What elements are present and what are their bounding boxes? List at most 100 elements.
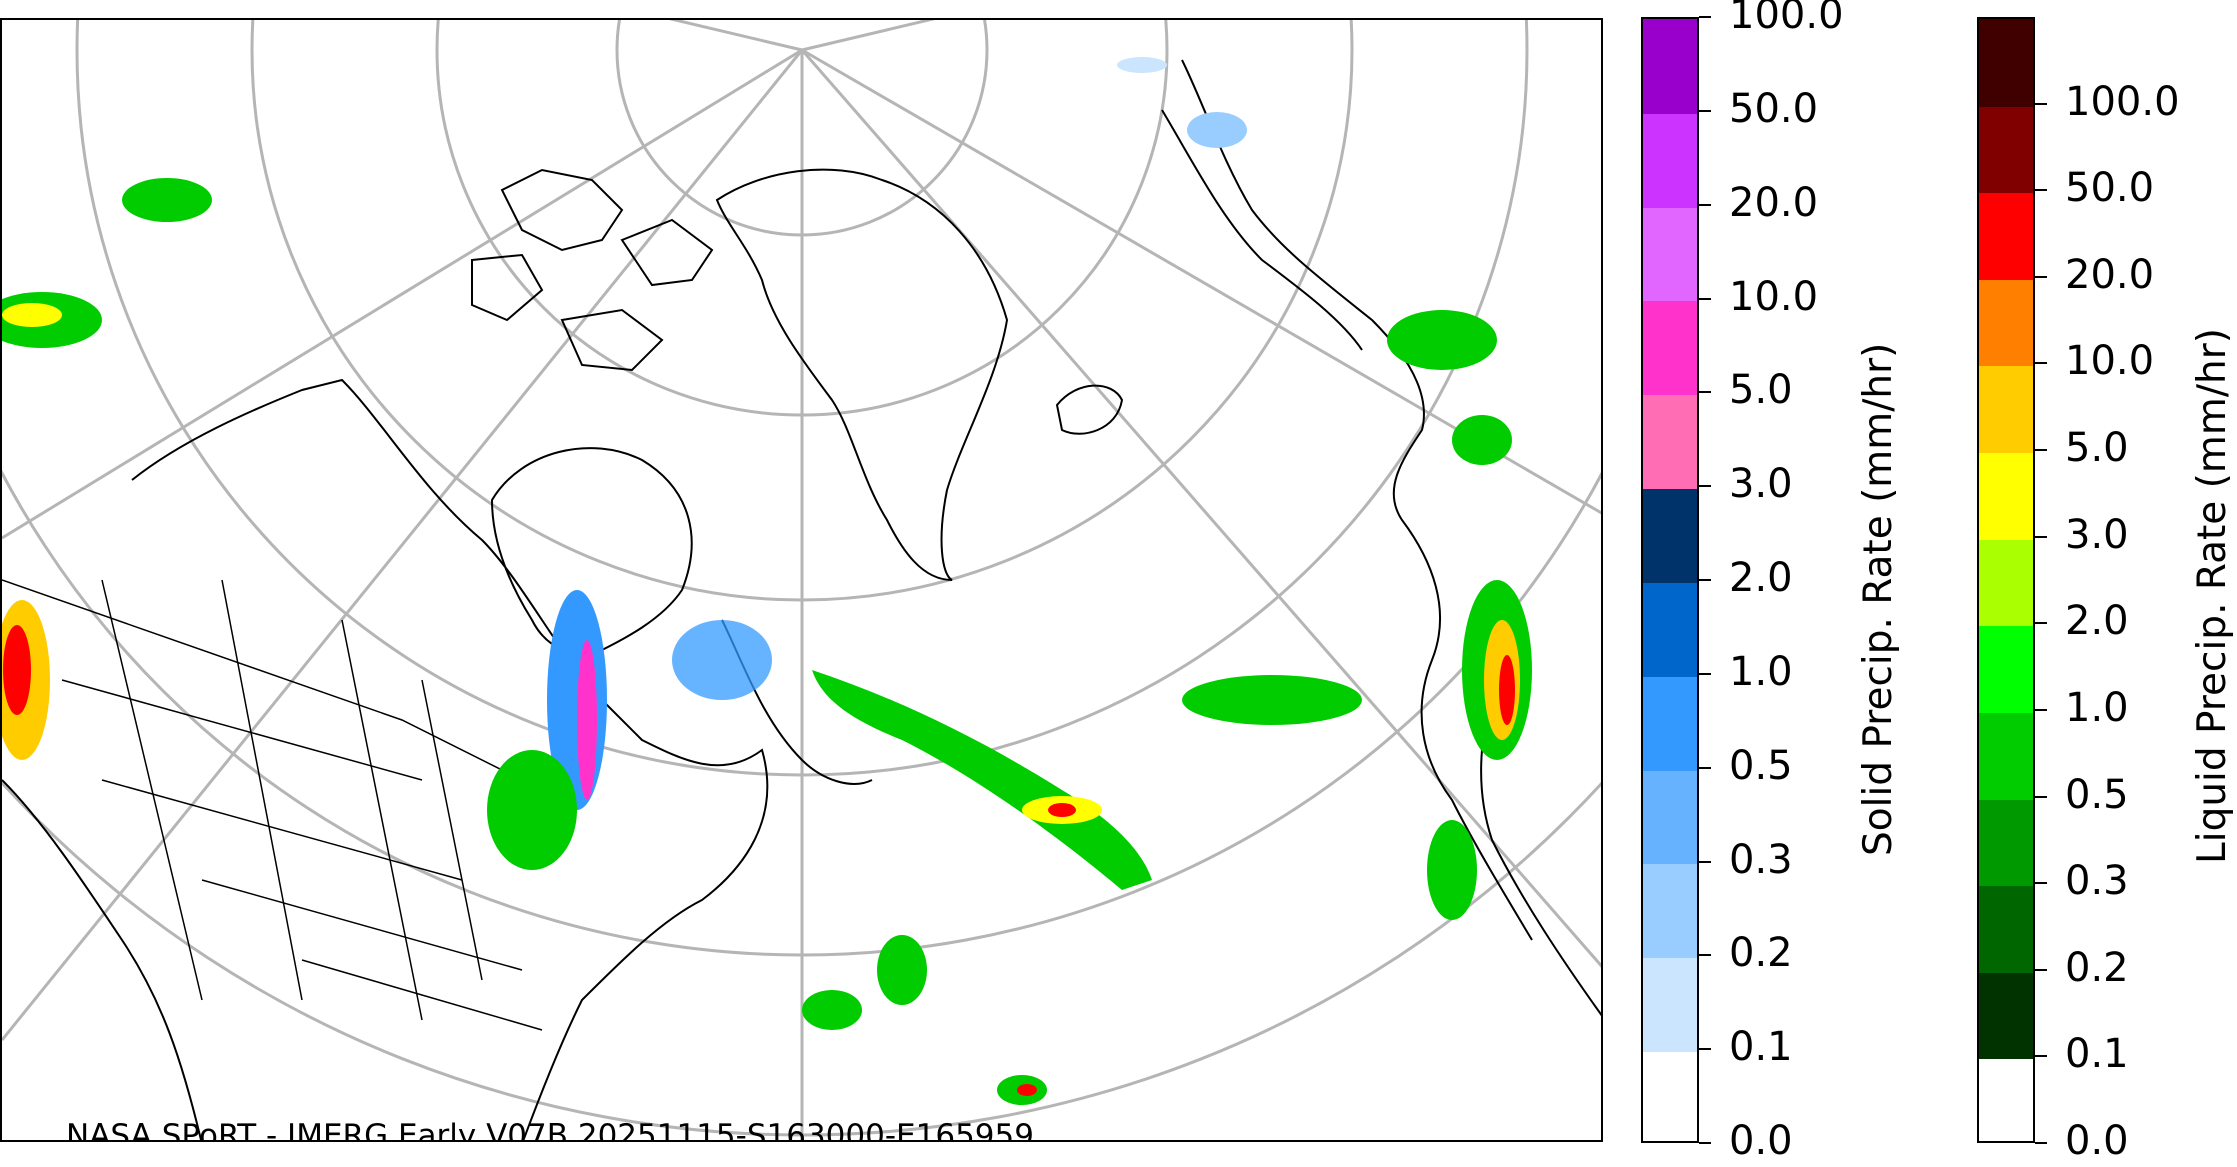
- colorbar-tick-label: 0.3: [2065, 858, 2129, 905]
- colorbar-tick: [1699, 203, 1711, 206]
- meridian-line: [800, 49, 1601, 968]
- colorbar-tick-label: 100.0: [2065, 78, 2180, 125]
- colorbar-tick: [1699, 672, 1711, 675]
- colorbar-segment: [1979, 19, 2033, 107]
- solid-precip-area: [1117, 57, 1167, 73]
- greenland-coast: [715, 168, 1009, 581]
- colorbar-tick: [2035, 622, 2047, 625]
- colorbar-tick: [2035, 189, 2047, 192]
- solid-precip-colorbar: [1641, 17, 1699, 1143]
- colorbar-segment: [1979, 711, 2033, 800]
- colorbar-tick: [2035, 795, 2047, 798]
- colorbar-segment: [1979, 365, 2033, 454]
- colorbar-segment: [1979, 278, 2033, 367]
- iceland-coast: [1055, 384, 1124, 435]
- liquid-precip-area: [1499, 655, 1515, 725]
- colorbar-segment: [1643, 957, 1697, 1053]
- colorbar-tick-label: 20.0: [2065, 251, 2155, 298]
- colorbar-tick: [1699, 109, 1711, 112]
- map-credit: NASA SPoRT - IMERG Early V07B 20251115-S…: [66, 1118, 1034, 1142]
- colorbar-segment: [1979, 971, 2033, 1060]
- colorbar-tick-label: 3.0: [1729, 461, 1793, 508]
- liquid-precip-colorbar: [1977, 17, 2035, 1143]
- meridian-line: [668, 20, 803, 52]
- liquid-precip-area: [877, 935, 927, 1005]
- colorbar-tick: [2035, 882, 2047, 885]
- colorbar-tick-label: 1.0: [1729, 648, 1793, 695]
- north-america-coast: [2, 378, 769, 1140]
- colorbar-tick: [2035, 535, 2047, 538]
- colorbar-segment: [1979, 1058, 2033, 1141]
- colorbar-segment: [1643, 112, 1697, 208]
- liquid-precip-area: [1387, 310, 1497, 370]
- liquid-precip-area: [802, 990, 862, 1030]
- colorbar-segment: [1643, 863, 1697, 959]
- colorbar-tick: [1699, 1048, 1711, 1051]
- colorbar-tick: [1699, 860, 1711, 863]
- coastlines: [2, 59, 1601, 1140]
- colorbar-tick-label: 50.0: [2065, 165, 2155, 212]
- solid-precip-area: [577, 640, 597, 800]
- colorbar-tick: [1699, 1142, 1711, 1144]
- colorbar-segment: [1979, 885, 2033, 973]
- colorbar-tick: [2035, 102, 2047, 105]
- colorbar-tick: [1699, 766, 1711, 769]
- scandinavia-coast: [1161, 109, 1363, 351]
- colorbar-tick-label: 0.2: [2065, 944, 2129, 991]
- solid-precip-area: [1187, 112, 1247, 148]
- colorbar-segment: [1643, 1051, 1697, 1141]
- colorbar-tick: [1699, 954, 1711, 957]
- colorbar-segment: [1979, 452, 2033, 540]
- colorbar-segment: [1979, 105, 2033, 194]
- precip-features: [2, 57, 1532, 1105]
- colorbar-tick-label: 10.0: [1729, 273, 1819, 320]
- colorbar-segment: [1643, 769, 1697, 865]
- colorbar-tick-label: 0.5: [2065, 771, 2129, 818]
- colorbar-tick: [2035, 275, 2047, 278]
- colorbar-tick-label: 0.2: [1729, 930, 1793, 977]
- colorbar-tick-label: 2.0: [1729, 555, 1793, 601]
- colorbar-tick-label: 0.0: [1729, 1118, 1793, 1164]
- colorbar-tick: [1699, 16, 1711, 18]
- colorbar-segment: [1643, 206, 1697, 302]
- arctic-archipelago: [471, 168, 714, 372]
- colorbar-tick-label: 0.1: [1729, 1024, 1793, 1071]
- colorbar-segment: [1979, 192, 2033, 280]
- colorbar-tick-label: 0.1: [2065, 1031, 2129, 1078]
- colorbar-tick: [2035, 449, 2047, 452]
- colorbar-segment: [1979, 625, 2033, 713]
- colorbar-tick-label: 1.0: [2065, 684, 2129, 731]
- colorbar-segment: [1643, 19, 1697, 114]
- colorbar-tick: [2035, 362, 2047, 365]
- colorbar-tick-label: 100.0: [1729, 0, 1844, 38]
- liquid-precip-area: [2, 303, 62, 327]
- colorbar-segment: [1643, 488, 1697, 583]
- colorbar-tick-label: 0.5: [1729, 742, 1793, 789]
- graticule: [2, 20, 1601, 1140]
- meridian-line: [801, 20, 936, 52]
- colorbar-tick-label: 5.0: [2065, 425, 2129, 472]
- colorbar-tick: [1699, 579, 1711, 581]
- liquid-colorbar-title: Liquid Precip. Rate (mm/hr): [2190, 328, 2235, 864]
- colorbar-tick: [2035, 1055, 2047, 1058]
- liquid-precip-area: [1048, 803, 1076, 817]
- meridian-line: [2, 48, 803, 540]
- colorbar-segment: [1643, 300, 1697, 396]
- colorbar-tick-label: 5.0: [1729, 367, 1793, 414]
- colorbar-tick: [2035, 708, 2047, 711]
- colorbar-tick: [1699, 391, 1711, 394]
- colorbar-tick-label: 0.3: [1729, 836, 1793, 883]
- colorbar-tick-label: 10.0: [2065, 338, 2155, 385]
- colorbar-tick: [1699, 297, 1711, 300]
- colorbar-tick: [2035, 1142, 2047, 1144]
- colorbar-tick-label: 2.0: [2065, 598, 2129, 645]
- liquid-precip-area: [1427, 820, 1477, 920]
- colorbar-tick-label: 0.0: [2065, 1118, 2129, 1164]
- colorbar-tick: [2035, 968, 2047, 971]
- meridian-line: [2, 49, 804, 1041]
- colorbar-tick-label: 3.0: [2065, 511, 2129, 558]
- solid-precip-area: [672, 620, 772, 700]
- colorbar-tick-label: 20.0: [1729, 179, 1819, 226]
- map-svg: [2, 20, 1601, 1140]
- colorbar-segment: [1643, 582, 1697, 677]
